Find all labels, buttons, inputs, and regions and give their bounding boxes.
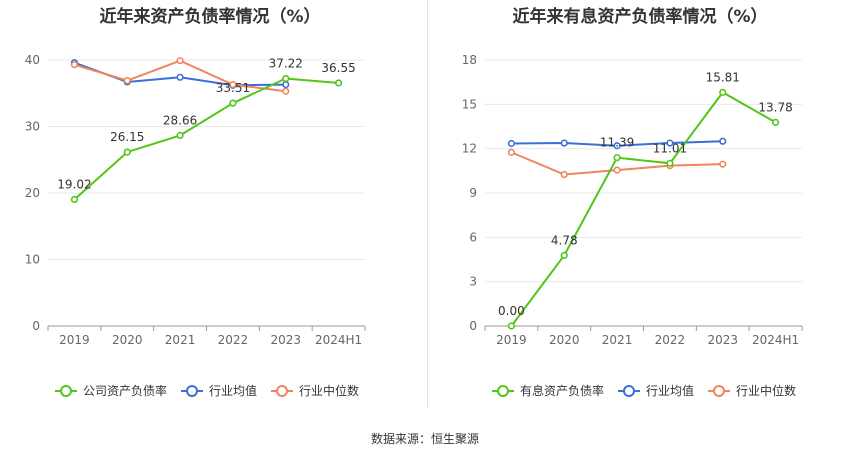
left-chart-title: 近年来资产负债率情况（%）	[99, 7, 321, 27]
data-point	[560, 139, 568, 147]
data-point	[613, 166, 621, 174]
legend-label: 行业均值	[646, 383, 694, 398]
data-point	[282, 87, 290, 95]
data-point	[719, 88, 727, 96]
interest-debt-ratio-chart: 0 3 6 9 12 15 18 2019 2020 2021 2022 2023 2024H1 0.00…	[462, 53, 803, 398]
data-label: 13.78	[758, 100, 792, 114]
data-label: 11.01	[653, 141, 687, 155]
y-tick-label: 30	[25, 120, 40, 134]
data-label: 4.78	[551, 233, 578, 247]
x-tick-label: 2020	[549, 333, 580, 347]
series-line-0	[73, 77, 339, 201]
legend-swatch-marker	[60, 385, 72, 397]
x-tick-label: 2022	[218, 333, 249, 347]
x-tick-label: 2021	[602, 333, 633, 347]
data-point	[507, 148, 516, 156]
data-point	[719, 160, 727, 168]
y-tick-label: 10	[25, 253, 40, 267]
legend-swatch-marker	[623, 385, 635, 397]
debt-ratio-chart: 0 10 20 30 40 2019 2020 2021 2022 2023 2024H1 19.02…	[25, 53, 366, 398]
data-point	[719, 137, 727, 145]
data-label: 28.66	[163, 113, 197, 127]
data-label: 19.02	[57, 178, 91, 192]
legend-label: 行业中位数	[736, 383, 796, 398]
legend-label: 行业中位数	[299, 383, 359, 398]
data-point	[613, 154, 621, 162]
legend-label: 有息资产负债率	[520, 383, 604, 398]
data-point	[507, 139, 516, 148]
y-tick-label: 20	[25, 186, 40, 200]
data-point	[334, 79, 343, 87]
legend-swatch-marker	[186, 385, 198, 397]
data-point	[507, 322, 516, 330]
y-tick-label: 9	[469, 186, 477, 200]
data-point	[123, 148, 131, 156]
x-tick-label: 2023	[270, 333, 301, 347]
y-tick-label: 15	[462, 97, 477, 111]
data-point	[70, 195, 79, 204]
x-tick-label: 2022	[655, 333, 686, 347]
data-point	[560, 170, 568, 179]
chart-divider	[427, 0, 428, 408]
right-chart-title: 近年来有息资产负债率情况（%）	[512, 7, 768, 27]
series-line-0	[510, 91, 777, 327]
data-label: 11.39	[600, 136, 634, 150]
data-label: 33.51	[216, 81, 250, 95]
data-label: 36.55	[321, 61, 355, 75]
x-tick-label: 2021	[165, 333, 196, 347]
data-point	[229, 81, 237, 89]
data-point	[613, 142, 621, 150]
data-point	[666, 159, 674, 167]
data-label: 0.00	[498, 304, 525, 318]
x-tick-label: 2024H1	[315, 333, 362, 347]
legend-swatch-marker	[276, 385, 288, 397]
legend-label: 行业均值	[209, 383, 257, 398]
y-tick-label: 12	[462, 142, 477, 156]
data-point	[666, 139, 674, 147]
data-label: 37.22	[269, 56, 303, 70]
data-source: 数据来源：恒生聚源	[370, 432, 479, 446]
data-point	[123, 77, 131, 85]
x-tick-label: 2020	[112, 333, 143, 347]
legend-label: 公司资产负债率	[83, 383, 167, 398]
legend-swatch-marker	[713, 385, 725, 397]
legend-swatch-marker	[497, 385, 509, 397]
x-tick-label: 2019	[59, 333, 90, 347]
y-tick-label: 3	[469, 275, 477, 289]
data-point	[176, 73, 184, 81]
x-tick-label: 2024H1	[752, 333, 799, 347]
data-point	[176, 57, 184, 65]
y-tick-label: 40	[25, 53, 40, 67]
y-tick-label: 6	[469, 230, 477, 244]
data-point	[560, 251, 568, 259]
data-point	[70, 61, 79, 69]
data-point	[176, 131, 184, 140]
y-tick-label: 18	[462, 53, 477, 67]
y-tick-label: 0	[32, 319, 40, 333]
x-tick-label: 2023	[707, 333, 738, 347]
data-label: 26.15	[110, 130, 144, 144]
x-tick-label: 2019	[496, 333, 527, 347]
data-point	[771, 118, 780, 126]
data-label: 15.81	[706, 70, 740, 84]
data-point	[282, 74, 290, 83]
y-tick-label: 0	[469, 319, 477, 333]
data-point	[229, 99, 237, 107]
